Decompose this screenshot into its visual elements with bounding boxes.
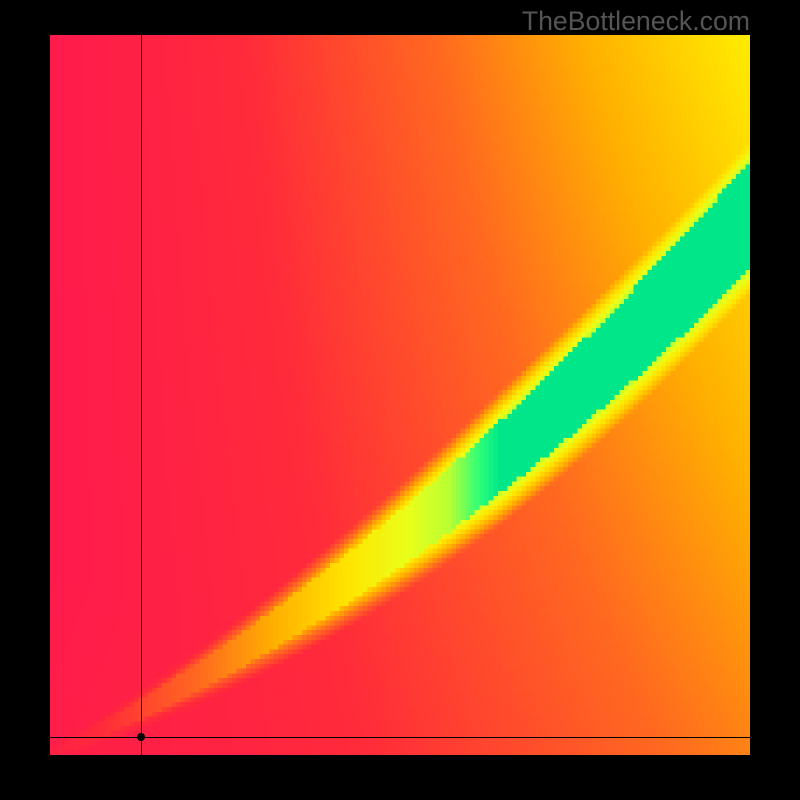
bottleneck-heatmap (50, 35, 750, 755)
axis-intersection-marker (137, 733, 145, 741)
watermark-text: TheBottleneck.com (522, 6, 750, 37)
y-axis-line (141, 35, 142, 755)
x-axis-line (50, 737, 750, 738)
root-container: TheBottleneck.com (0, 0, 800, 800)
